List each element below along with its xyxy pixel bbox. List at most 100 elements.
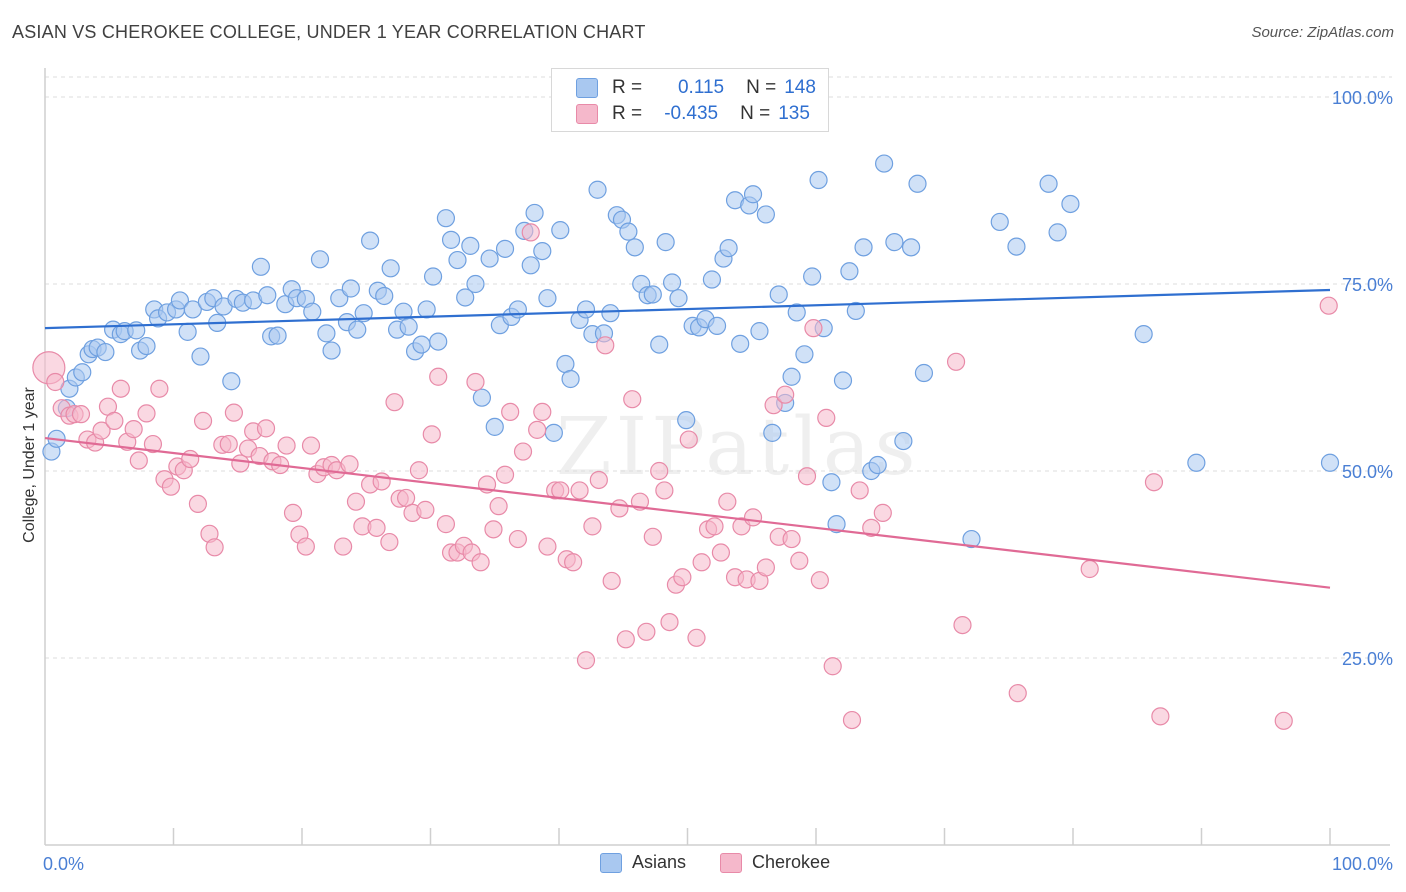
asians-point [702, 270, 722, 289]
cherokee-point [797, 467, 817, 486]
asians-point [901, 238, 921, 257]
asians-point [251, 257, 270, 276]
asians-point [822, 473, 841, 492]
cherokee-point [946, 352, 966, 371]
asians-point [429, 332, 448, 351]
cherokee-point [71, 405, 91, 424]
asians-point [840, 262, 859, 281]
cherokee-point [804, 319, 823, 338]
cherokee-point [1151, 707, 1170, 726]
cherokee-point [533, 402, 552, 422]
asians-point [183, 300, 202, 319]
cherokee-point [1080, 559, 1099, 579]
asians-point [809, 170, 828, 190]
cherokee-point [570, 481, 589, 500]
asians-point [827, 515, 846, 534]
asians-point [619, 222, 638, 241]
cherokee-point [385, 393, 404, 412]
cherokee-point [817, 408, 836, 427]
legend-label-cherokee: Cherokee [752, 852, 831, 872]
legend-item-cherokee[interactable]: Cherokee [720, 852, 830, 873]
cherokee-point [718, 492, 737, 511]
correlation-legend: R = 0.115 N = 148 R = -0.435 N = 135 [551, 68, 829, 132]
asians-point [317, 324, 336, 343]
asians-point [73, 363, 92, 382]
trend-lines [44, 288, 1331, 589]
asians-point [222, 372, 241, 391]
asians-point [551, 221, 570, 240]
r-value: 0.115 [677, 77, 725, 98]
cherokee-point [564, 553, 583, 572]
cherokee-point [596, 336, 615, 355]
asians-point [1039, 174, 1058, 193]
cherokee-point [850, 481, 869, 500]
asians-point [795, 345, 814, 364]
cherokee-point [501, 402, 520, 422]
cherokee-point [219, 434, 238, 454]
cherokee-point [137, 404, 156, 423]
series-asians [42, 154, 1340, 549]
asians-point [322, 341, 341, 360]
asians-point [1320, 453, 1340, 472]
cherokee-point [743, 508, 763, 527]
y-tick-label: 75.0% [1342, 275, 1393, 295]
asians-point [521, 256, 540, 275]
cherokee-point [124, 420, 143, 439]
cherokee-point [508, 529, 527, 549]
asians-point [707, 316, 727, 335]
y-tick-labels: 25.0% 50.0% 75.0% 100.0% [1332, 88, 1393, 669]
cherokee-point [484, 520, 503, 539]
cherokee-point [340, 455, 359, 474]
cherokee-point [193, 411, 213, 430]
cherokee-point [396, 488, 416, 508]
cherokee-point [660, 612, 679, 632]
cherokee-point [92, 421, 111, 440]
n-value: 135 [778, 103, 810, 124]
asians-point [436, 209, 456, 228]
cherokee-point [862, 518, 881, 537]
asians-point [525, 203, 544, 223]
cherokee-point [181, 449, 200, 469]
cherokee-point [256, 419, 276, 438]
cherokee-point [705, 517, 724, 536]
asians-point [341, 279, 360, 298]
asians-point [894, 431, 913, 451]
cherokee-point [583, 517, 602, 536]
cherokee-point [301, 436, 321, 455]
asians-point [495, 239, 515, 258]
asians-point [461, 236, 480, 255]
asians-point [962, 529, 981, 549]
cherokee-point [711, 543, 731, 562]
cherokee-point [231, 454, 250, 473]
asians-point [399, 317, 418, 336]
asians-point [1048, 223, 1067, 242]
cherokee-point [790, 551, 809, 570]
asians-point [908, 174, 927, 193]
asians-point [1007, 237, 1026, 256]
asians-point [588, 180, 607, 199]
cherokee-point [429, 367, 448, 386]
x-tick-label-max: 100.0% [1332, 854, 1393, 874]
asians-point [914, 363, 934, 383]
legend-row-cherokee: R = -0.435 N = 135 [576, 102, 810, 126]
asians-point [846, 301, 865, 321]
cherokee-point [409, 461, 429, 480]
asians-point [258, 286, 277, 305]
n-value: 148 [784, 77, 816, 98]
asians-point [787, 303, 806, 322]
cherokee-point [602, 571, 621, 591]
asians-point [472, 388, 491, 407]
cherokee-point [346, 492, 366, 511]
asians-point [268, 326, 287, 345]
cherokee-point [637, 622, 656, 641]
asians-point [643, 285, 662, 304]
cherokee-point [489, 497, 508, 516]
asians-point [466, 274, 485, 294]
cherokee-point [436, 515, 456, 534]
cherokee-point [623, 390, 642, 409]
legend-item-asians[interactable]: Asians [600, 852, 686, 873]
cherokee-point [873, 503, 892, 522]
cherokee-point [1008, 684, 1027, 703]
asians-point [485, 417, 504, 436]
asians-point [868, 455, 887, 475]
